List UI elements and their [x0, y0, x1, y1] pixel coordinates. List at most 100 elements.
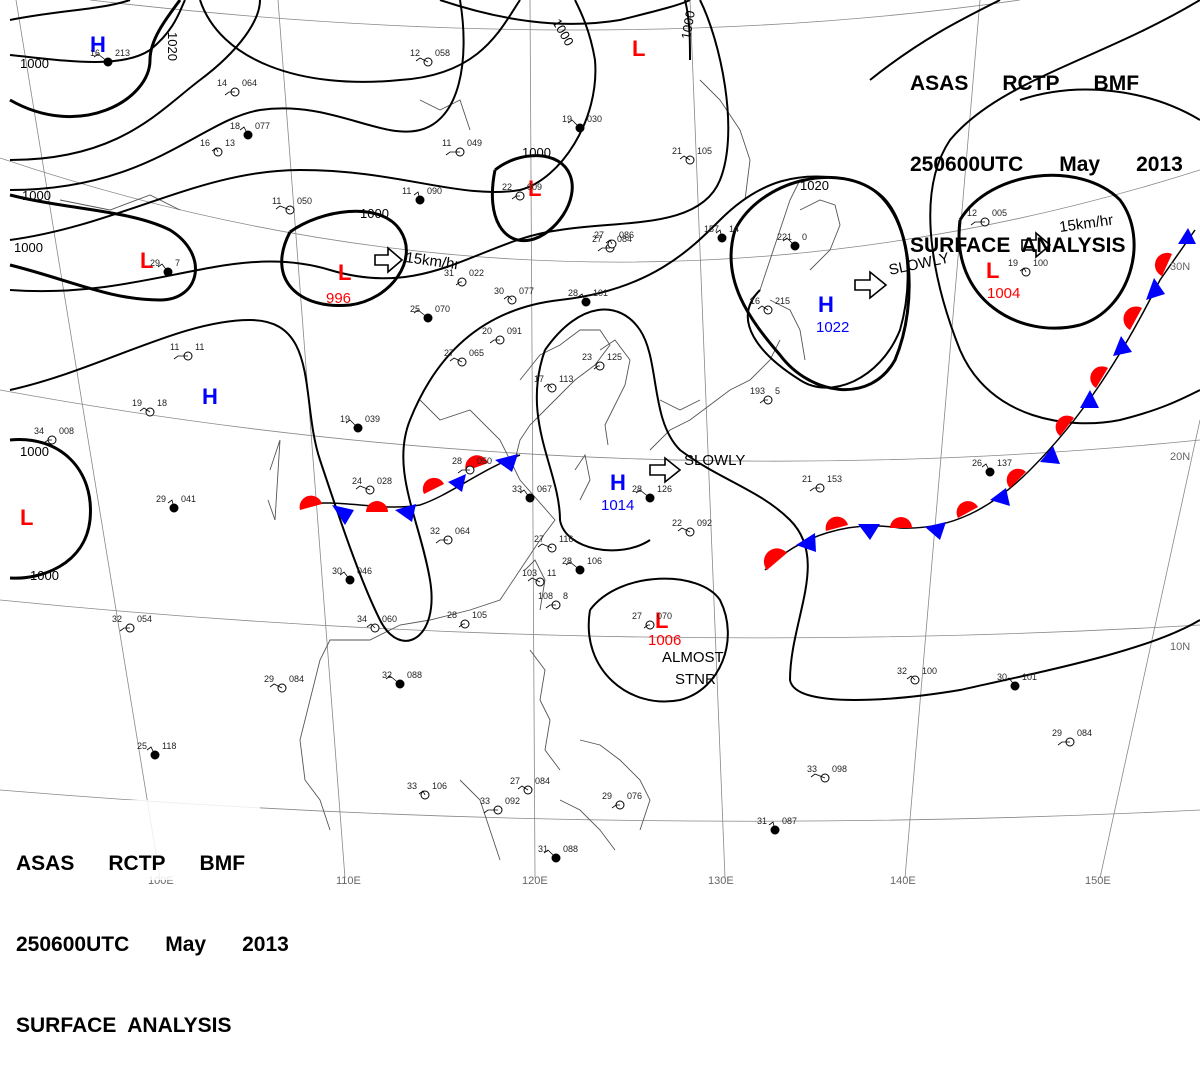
wind-barb [1019, 267, 1027, 273]
low-pressure-symbol: L [528, 176, 541, 201]
wind-barb [527, 577, 541, 583]
station-pressure: 092 [505, 796, 520, 806]
wind-barb [345, 419, 359, 429]
low-pressure-symbol: L [986, 258, 999, 283]
station-temp: 221 [777, 232, 792, 242]
station-plot: 21 153 [802, 474, 842, 493]
station-pressure: 101 [593, 288, 608, 298]
wind-barb [224, 91, 235, 96]
station-pressure: 022 [469, 268, 484, 278]
wind-barb [413, 309, 429, 319]
station-plot: 103 11 [522, 568, 556, 587]
latitude-label: 30N [1170, 261, 1190, 273]
station-plot: 12 005 [967, 208, 1007, 227]
wind-barb [43, 439, 52, 444]
station-pressure: 041 [181, 494, 196, 504]
station-plot: 24 028 [352, 476, 392, 495]
station-plot: 27 065 [444, 348, 484, 367]
header-year: 2013 [242, 933, 289, 956]
wind-barb [597, 247, 610, 252]
station-plot: 30 046 [332, 566, 372, 585]
station-plot: 17 113 [534, 374, 573, 393]
station-temp: 28 [447, 610, 457, 620]
station-plot: 25 070 [410, 304, 450, 323]
stationary-front-west [299, 454, 521, 525]
station-plot: 32 100 [897, 666, 937, 685]
isobar-label: 1000 [20, 444, 49, 459]
station-plot: 33 092 [480, 796, 520, 815]
station-temp: 27 [510, 776, 520, 786]
low-pressure-symbol: L [338, 260, 351, 285]
station-plot: 33 067 [512, 484, 552, 503]
wind-barb [543, 849, 557, 859]
station-temp: 29 [156, 494, 166, 504]
station-pressure: 13 [225, 138, 235, 148]
station-pressure: 005 [992, 208, 1007, 218]
header-bottom: ASAS RCTP BMF 250600UTC May 2013 SURFACE ANA… [16, 796, 289, 1066]
station-plot: 32 064 [430, 526, 470, 545]
station-plot: 23 125 [582, 352, 622, 371]
wind-barb [457, 469, 470, 474]
longitude-label: 130E [708, 875, 734, 887]
station-plot: 33 098 [807, 764, 847, 783]
station-temp: 18 [230, 121, 240, 131]
parallel-lines [0, 0, 1200, 822]
station-pressure: 077 [519, 286, 534, 296]
station-pressure: 215 [775, 296, 790, 306]
wind-barb [759, 399, 768, 404]
station-temp: 27 [632, 611, 642, 621]
wind-barb [1057, 741, 1070, 746]
latitude-label: 20N [1170, 451, 1190, 463]
header-station: RCTP [108, 852, 166, 875]
station-pressure: 125 [607, 352, 622, 362]
station-pressure: 11 [195, 342, 204, 352]
station-temp: 25 [137, 741, 147, 751]
station-temp: 32 [430, 526, 440, 536]
low-pressure-symbol: L [655, 608, 668, 633]
high-pressure-symbol: H [90, 32, 106, 57]
station-temp: 16 [200, 138, 210, 148]
station-pressure: 0 [802, 232, 807, 242]
low-pressure-symbol: L [140, 248, 153, 273]
wind-barb [981, 463, 991, 473]
wind-barb [782, 237, 796, 247]
station-temp: 27 [534, 534, 544, 544]
longitude-label: 140E [890, 875, 916, 887]
station-plot: 27 084 [510, 776, 550, 795]
station-plot: 28 105 [447, 610, 487, 629]
station-plot: 29 084 [264, 674, 304, 693]
station-temp: 31 [757, 816, 767, 826]
station-temp: 21 [672, 146, 682, 156]
station-plot: 28 050 [452, 456, 492, 475]
station-temp: 24 [352, 476, 362, 486]
station-pressure: 116 [559, 534, 573, 544]
station-pressure: 118 [162, 741, 176, 751]
wind-barb [275, 205, 291, 211]
station-plot: 32 088 [382, 670, 422, 689]
station-plot: 33 106 [407, 781, 447, 800]
station-plot: 22 092 [672, 518, 712, 537]
station-temp: 22 [502, 182, 512, 192]
station-temp: 28 [568, 288, 578, 298]
wind-barb [173, 355, 188, 360]
wind-barb [715, 229, 723, 239]
header-month: May [165, 933, 207, 956]
wind-barb [167, 499, 175, 509]
wind-barb [809, 487, 820, 492]
wind-barb [611, 804, 620, 809]
wind-barb [449, 357, 463, 363]
station-pressure: 137 [997, 458, 1012, 468]
wind-barb [565, 561, 581, 571]
station-plot: 31 022 [444, 268, 484, 287]
station-pressure: 100 [1033, 258, 1048, 268]
station-plot: 26 137 [972, 458, 1012, 477]
wind-barb [605, 239, 613, 245]
low-pressure-symbol: L [20, 505, 33, 530]
station-pressure: 084 [289, 674, 304, 684]
station-pressure: 084 [535, 776, 550, 786]
motion-label: SLOWLY [684, 452, 745, 469]
station-temp: 31 [444, 268, 454, 278]
wind-barb [537, 543, 553, 549]
wind-barb [339, 571, 351, 581]
